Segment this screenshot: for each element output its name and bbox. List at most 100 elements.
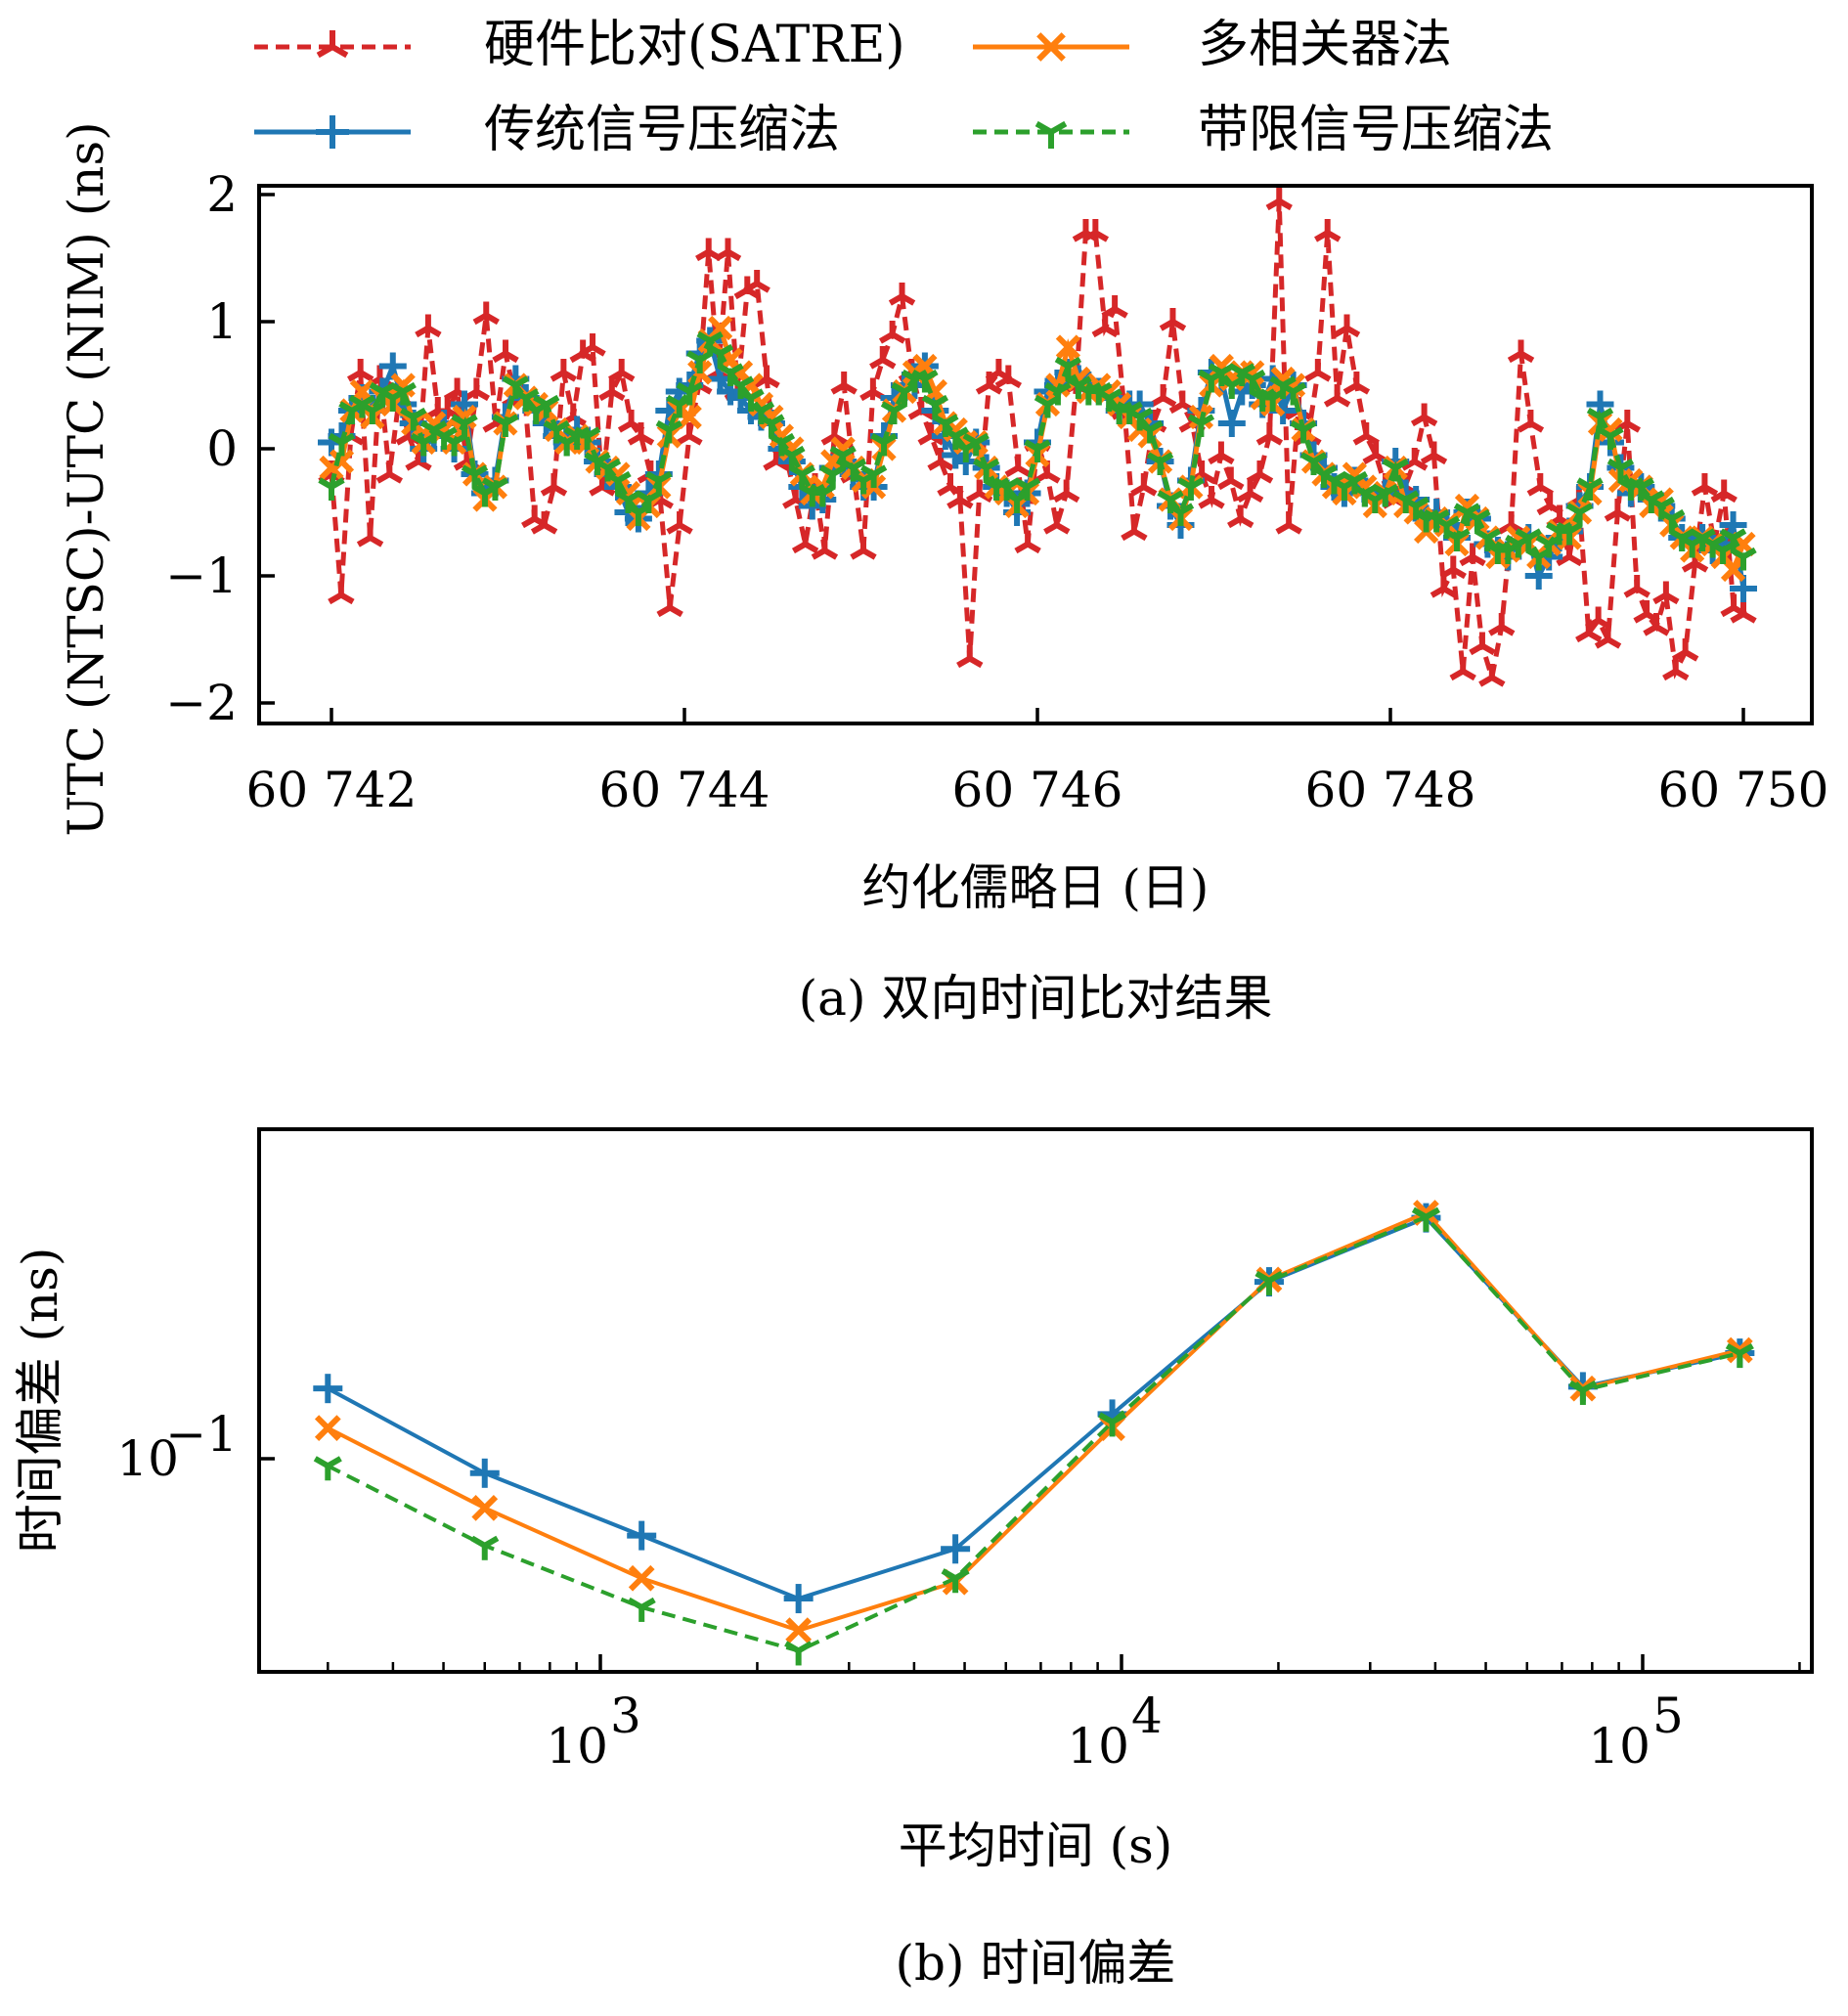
data-point <box>1410 403 1438 427</box>
panel-b-plot-area <box>313 1200 1755 1666</box>
data-point <box>573 426 601 450</box>
panel-a-frame <box>257 184 1814 725</box>
data-point <box>1275 511 1302 535</box>
data-point <box>1597 426 1624 450</box>
legend-label-satre: 硬件比对(SATRE) <box>484 16 905 74</box>
data-point <box>1323 384 1351 408</box>
panel-a-y-ticks: 2 1 0 −1 −2 <box>165 166 275 731</box>
data-point <box>965 479 993 504</box>
data-point <box>859 464 888 488</box>
data-point <box>1488 613 1516 636</box>
data-point <box>1411 1206 1440 1232</box>
panel-b-y-axis-label: 时间偏差 (ns) <box>12 1248 68 1554</box>
data-point <box>1187 414 1215 437</box>
data-point <box>714 238 742 262</box>
data-point <box>550 359 578 382</box>
data-point <box>1055 334 1081 360</box>
data-point <box>313 1456 342 1481</box>
data-point <box>1240 360 1265 385</box>
data-point <box>328 581 355 605</box>
data-point <box>911 369 939 393</box>
data-point <box>530 511 558 535</box>
data-point <box>1507 339 1535 364</box>
data-point <box>869 346 897 370</box>
data-point <box>390 373 416 398</box>
data-point <box>791 530 819 554</box>
data-point <box>389 381 417 406</box>
data-point <box>1352 422 1380 446</box>
legend-marker-symbol <box>1034 120 1068 149</box>
data-point <box>415 314 442 338</box>
legend: 硬件比对(SATRE) 多相关器法 传统信号压缩法 带限信号压缩法 <box>254 16 1554 159</box>
x-tick-label: 60 748 <box>1305 762 1476 818</box>
series-line <box>327 1215 1740 1601</box>
data-point <box>666 511 693 535</box>
data-point <box>1098 1412 1127 1437</box>
data-point <box>579 333 606 357</box>
data-point <box>1081 219 1110 242</box>
data-point <box>1568 1380 1598 1405</box>
data-point <box>1265 187 1293 211</box>
data-point <box>870 432 898 457</box>
data-point <box>830 372 858 395</box>
data-point <box>1227 504 1254 529</box>
data-point <box>1159 308 1187 331</box>
data-point <box>1439 555 1467 580</box>
y-tick-label: 10 <box>116 1430 179 1487</box>
data-point <box>1643 613 1670 636</box>
series-0 <box>318 187 1757 687</box>
data-point <box>1052 479 1080 504</box>
data-point <box>1130 473 1158 497</box>
panel-a-x-axis-label: 约化儒略日 (日) <box>862 859 1210 916</box>
data-point <box>492 414 519 437</box>
data-point <box>941 1534 971 1564</box>
data-point <box>820 422 848 446</box>
data-point <box>1101 295 1128 319</box>
legend-marker-multicorrelator <box>973 32 1129 62</box>
panel-a-caption: (a) 双向时间比对结果 <box>799 970 1273 1027</box>
data-point <box>946 486 974 509</box>
data-point <box>830 436 856 461</box>
legend-entry-satre: 硬件比对(SATRE) <box>254 16 905 74</box>
data-point <box>676 381 703 406</box>
panel-b-frame <box>257 1127 1814 1674</box>
y-tick-label: −1 <box>165 548 238 604</box>
data-point <box>1177 477 1205 501</box>
data-point <box>676 422 703 446</box>
legend-entry-multicorrelator: 多相关器法 <box>973 16 1452 74</box>
data-point <box>655 419 682 444</box>
data-point <box>608 359 636 382</box>
data-point <box>1217 410 1246 437</box>
panel-a-plot-area <box>318 187 1757 687</box>
legend-label-traditional: 传统信号压缩法 <box>484 101 840 159</box>
data-point <box>1146 452 1174 475</box>
data-point <box>1594 626 1622 649</box>
data-point <box>1730 600 1757 624</box>
data-point <box>452 404 477 430</box>
data-point <box>1604 499 1632 522</box>
data-point <box>540 473 568 497</box>
data-point <box>1166 503 1195 526</box>
data-point <box>1304 359 1332 382</box>
data-point <box>1517 410 1545 433</box>
data-point <box>1401 448 1429 471</box>
data-point <box>400 407 427 431</box>
data-point <box>878 321 906 344</box>
data-point <box>1469 632 1496 656</box>
data-point <box>1136 419 1164 444</box>
data-point <box>627 422 655 446</box>
data-point <box>1013 477 1041 501</box>
data-point <box>1623 575 1650 598</box>
data-point <box>743 270 770 293</box>
x-tick-label: 10 <box>1067 1718 1129 1775</box>
data-point <box>1565 503 1594 526</box>
data-point <box>1725 1342 1754 1369</box>
data-point <box>994 365 1023 389</box>
data-point <box>1255 422 1284 446</box>
data-point <box>1420 441 1448 465</box>
data-point <box>1280 373 1306 398</box>
data-point <box>533 394 560 418</box>
data-point <box>785 1617 813 1644</box>
